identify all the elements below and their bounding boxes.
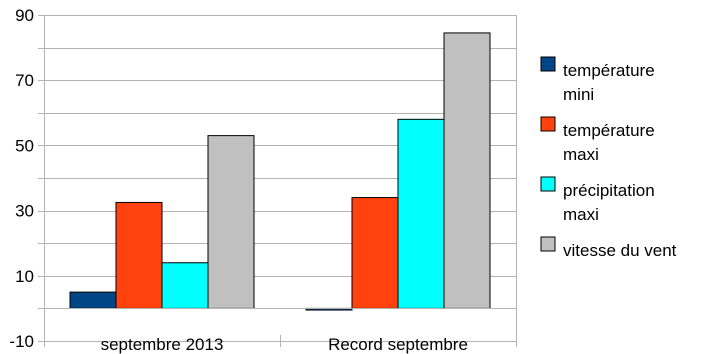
bar — [115, 201, 163, 309]
x-category-label: Record septembre — [328, 335, 468, 354]
legend-label: mini — [563, 85, 594, 104]
legend-label: vitesse du vent — [563, 241, 677, 260]
bar — [69, 291, 117, 309]
bars — [69, 32, 491, 311]
legend-swatch — [540, 116, 556, 132]
legend-swatch — [540, 176, 556, 192]
bar — [397, 118, 445, 309]
y-tick-label: 10 — [15, 267, 34, 286]
legend-label: maxi — [563, 145, 599, 164]
y-tick-labels: 90 70 50 30 10 -10 — [9, 6, 34, 351]
y-tick-label: -10 — [9, 332, 34, 351]
bar — [351, 197, 399, 309]
y-tick-label: 30 — [15, 202, 34, 221]
legend-label: température — [563, 61, 655, 80]
legend-label: précipitation — [563, 181, 655, 200]
legend: température mini température maxi précipitat… — [540, 56, 677, 260]
bar — [207, 135, 255, 309]
bar — [443, 32, 491, 309]
y-tick-label: 50 — [15, 136, 34, 155]
axes — [38, 15, 517, 347]
y-tick-label: 90 — [15, 6, 34, 25]
x-category-label: septembre 2013 — [101, 335, 224, 354]
y-tick-label: 70 — [15, 71, 34, 90]
legend-swatch — [540, 56, 556, 72]
bar — [161, 262, 209, 309]
legend-swatch — [540, 236, 556, 252]
x-category-labels: septembre 2013 Record septembre — [101, 335, 468, 354]
legend-label: température — [563, 121, 655, 140]
legend-label: maxi — [563, 205, 599, 224]
